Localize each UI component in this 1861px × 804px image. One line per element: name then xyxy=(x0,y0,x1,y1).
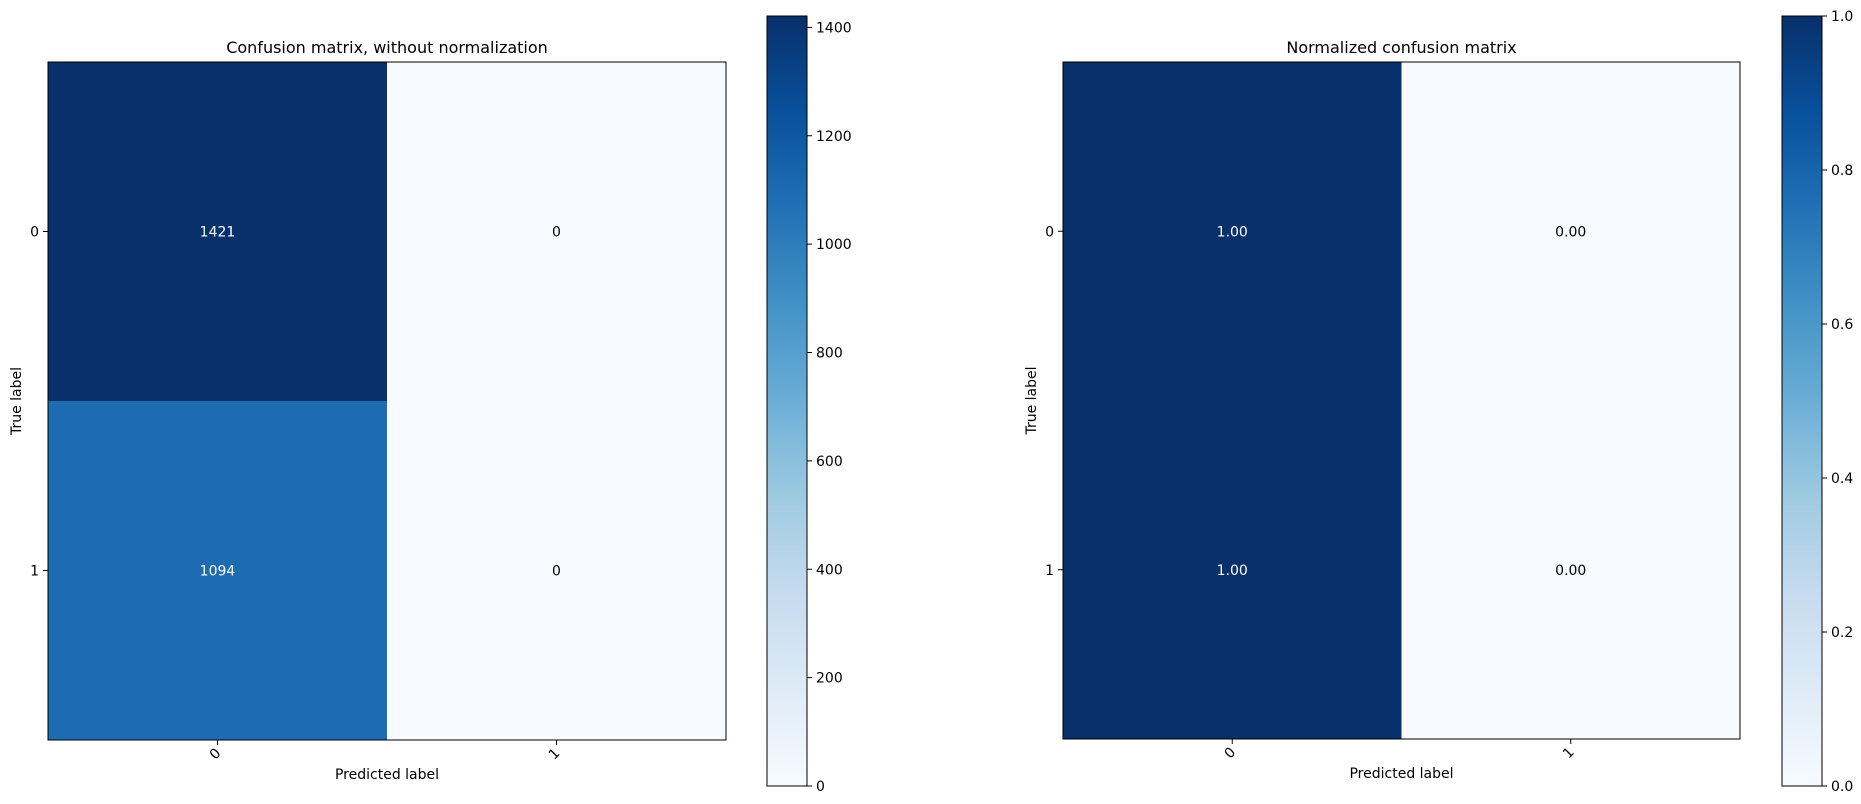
colorbar-tick-label: 400 xyxy=(816,562,843,578)
colorbar-tick-label: 1400 xyxy=(816,20,852,36)
cell-value-label: 1421 xyxy=(200,225,236,241)
colorbar-tick-label: 200 xyxy=(816,671,843,687)
chart-title: Confusion matrix, without normalization xyxy=(226,38,548,57)
cell-value-label: 0 xyxy=(552,225,561,241)
plot-frame xyxy=(47,61,727,741)
heatmap-cell xyxy=(387,62,726,401)
x-tick-label: 1 xyxy=(1560,745,1578,763)
colorbar-tick-label: 0.0 xyxy=(1831,779,1853,795)
colorbar-tick-label: 600 xyxy=(816,454,843,470)
cell-value-label: 1.00 xyxy=(1217,563,1248,579)
y-tick-label: 0 xyxy=(30,225,39,241)
x-axis-label: Predicted label xyxy=(335,767,439,783)
y-tick-label: 1 xyxy=(1045,563,1054,579)
heatmap-cell xyxy=(387,401,726,740)
confusion-matrix-raw-panel: Confusion matrix, without normalization 1… xyxy=(9,15,852,795)
y-axis-label: True label xyxy=(1024,366,1040,435)
chart-title: Normalized confusion matrix xyxy=(1286,38,1516,57)
colorbar-frame xyxy=(1781,15,1823,787)
cell-value-label: 1.00 xyxy=(1217,224,1248,240)
y-tick-label: 0 xyxy=(1045,224,1054,240)
colorbar-tick-label: 0.6 xyxy=(1831,317,1853,333)
colorbar-tick-label: 0 xyxy=(816,779,825,795)
cell-value-label: 0 xyxy=(552,564,561,580)
cell-value-label: 0.00 xyxy=(1555,563,1586,579)
heatmap-cell xyxy=(1401,400,1740,739)
x-tick-label: 1 xyxy=(546,746,564,764)
colorbar-tick-label: 1200 xyxy=(816,129,852,145)
x-axis-label: Predicted label xyxy=(1349,766,1453,782)
x-tick-label: 0 xyxy=(1221,745,1239,763)
colorbar-tick-label: 0.2 xyxy=(1831,625,1853,641)
colorbar-tick-label: 0.4 xyxy=(1831,471,1853,487)
y-tick-label: 1 xyxy=(30,564,39,580)
y-axis-label: True label xyxy=(9,367,25,436)
heatmap-cell xyxy=(1401,62,1740,401)
colorbar-tick-label: 800 xyxy=(816,346,843,362)
cell-value-label: 1094 xyxy=(200,564,236,580)
heatmap-cell xyxy=(1063,400,1402,739)
cell-value-label: 0.00 xyxy=(1555,224,1586,240)
heatmap-cell xyxy=(48,62,387,401)
colorbar-tick-label: 1000 xyxy=(816,237,852,253)
plot-frame xyxy=(1062,61,1741,740)
colorbar-tick-label: 0.8 xyxy=(1831,163,1853,179)
x-tick-label: 0 xyxy=(207,746,225,764)
heatmap-cell xyxy=(1063,62,1402,401)
colorbar-gradient xyxy=(1782,16,1822,786)
heatmap-cell xyxy=(48,401,387,740)
colorbar-gradient xyxy=(767,16,807,786)
colorbar-frame xyxy=(766,15,808,787)
colorbar-tick-label: 1.0 xyxy=(1831,9,1853,25)
